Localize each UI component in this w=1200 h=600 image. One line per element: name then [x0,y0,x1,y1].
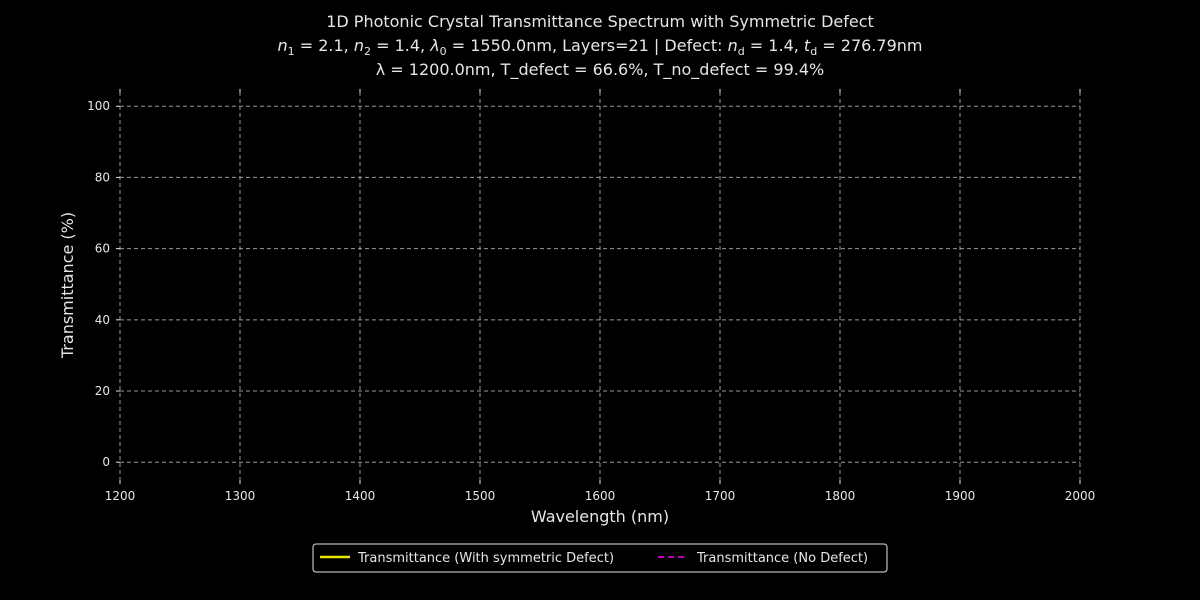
title2-n1-value: = 2.1, [295,36,354,55]
y-tick-label: 40 [95,313,110,327]
x-tick-label: 1800 [825,489,856,503]
chart-title-line-3: λ = 1200.0nm, T_defect = 66.6%, T_no_def… [376,60,824,80]
x-axis-label: Wavelength (nm) [531,507,669,526]
x-tick-labels: 1200 1300 1400 1500 1600 1700 1800 1900 2000 [105,489,1096,503]
title2-td-symbol: t [804,36,811,55]
title2-nd-symbol: n [728,36,738,55]
chart-title-line-1: 1D Photonic Crystal Transmittance Spectr… [326,12,874,31]
title2-n2-value: = 1.4, [371,36,430,55]
x-tick-label: 1500 [465,489,496,503]
title2-td-value: = 276.79nm [817,36,922,55]
y-tick-label: 100 [87,99,110,113]
x-tick-label: 1700 [705,489,736,503]
title2-nd-value: = 1.4, [745,36,804,55]
legend-label-no-defect: Transmittance (No Defect) [696,551,868,566]
title2-n2-subscript: 2 [364,45,371,58]
legend: Transmittance (With symmetric Defect) Tr… [312,543,888,573]
title2-n1-subscript: 1 [288,45,295,58]
x-tick-label: 1300 [225,489,256,503]
x-tick-label: 2000 [1065,489,1096,503]
y-tick-label: 60 [95,242,110,256]
title2-lambda-symbol: λ [429,36,439,55]
x-tick-label: 1200 [105,489,136,503]
y-tick-labels: 0 20 40 60 80 100 [87,99,110,469]
y-tick-label: 0 [102,455,110,469]
y-tick-label: 20 [95,384,110,398]
chart-title-line-2: n1 = 2.1, n2 = 1.4, λ0 = 1550.0nm, Layer… [278,36,923,58]
title2-lambda0-subscript: 0 [440,45,447,58]
title2-nd-subscript: d [738,45,745,58]
x-tick-label: 1900 [945,489,976,503]
grid [119,92,1081,480]
title2-lambda0-value: = 1550.0nm, Layers=21 | Defect: [447,36,728,55]
title2-n-symbol-2: n [354,36,364,55]
legend-label-with-defect: Transmittance (With symmetric Defect) [357,551,614,566]
y-axis-label: Transmittance (%) [58,212,77,359]
title2-td-subscript: d [810,45,817,58]
y-tick-label: 80 [95,170,110,184]
x-tick-label: 1400 [345,489,376,503]
axis-ticks [116,89,1081,484]
title2-n-symbol: n [278,36,288,55]
legend-box [312,543,888,573]
x-tick-label: 1600 [585,489,616,503]
